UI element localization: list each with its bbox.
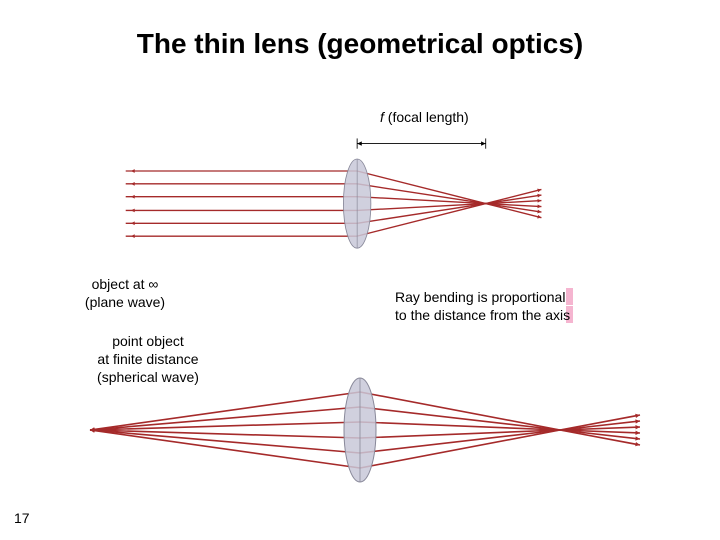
slide-title: The thin lens (geometrical optics)	[0, 28, 720, 60]
diagram-point-source	[80, 370, 655, 490]
diagram-parallel-rays	[80, 135, 600, 255]
page-number: 17	[14, 510, 30, 526]
object-infinity-label: object at ∞ (plane wave)	[55, 275, 195, 311]
focal-length-label: f (focal length)	[380, 108, 540, 126]
ray-bending-note: Ray bending is proportional to the dista…	[395, 288, 570, 324]
